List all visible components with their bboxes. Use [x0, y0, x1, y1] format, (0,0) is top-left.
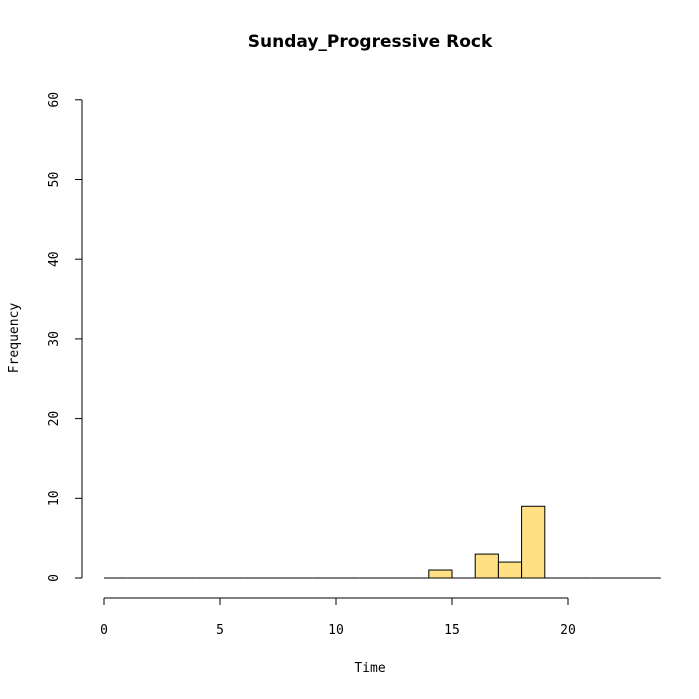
y-tick-label: 50	[47, 172, 62, 188]
y-tick-label: 60	[47, 92, 62, 108]
x-tick-label: 15	[444, 623, 460, 638]
histogram-bar	[521, 505, 546, 579]
x-tick-label: 10	[328, 623, 344, 638]
x-tick-label: 5	[216, 623, 224, 638]
x-tick-label: 0	[100, 623, 108, 638]
histogram-bar	[497, 561, 523, 579]
y-axis-label: Frequency	[7, 303, 22, 374]
y-tick-label: 10	[47, 490, 62, 506]
histogram-bar	[474, 553, 499, 579]
y-tick-label: 0	[47, 574, 62, 582]
y-tick-label: 40	[47, 251, 62, 267]
x-axis-label: Time	[354, 661, 385, 676]
x-tick-label: 20	[560, 623, 576, 638]
histogram-bar	[428, 569, 453, 579]
bars-group	[104, 505, 661, 579]
y-tick-label: 20	[47, 411, 62, 427]
y-axis: 0 10 20 30 40 50 60	[47, 92, 83, 582]
x-axis: 0 5 10 15 20	[100, 597, 576, 638]
y-tick-label: 30	[47, 331, 62, 347]
chart-title: Sunday_Progressive Rock	[248, 32, 493, 52]
